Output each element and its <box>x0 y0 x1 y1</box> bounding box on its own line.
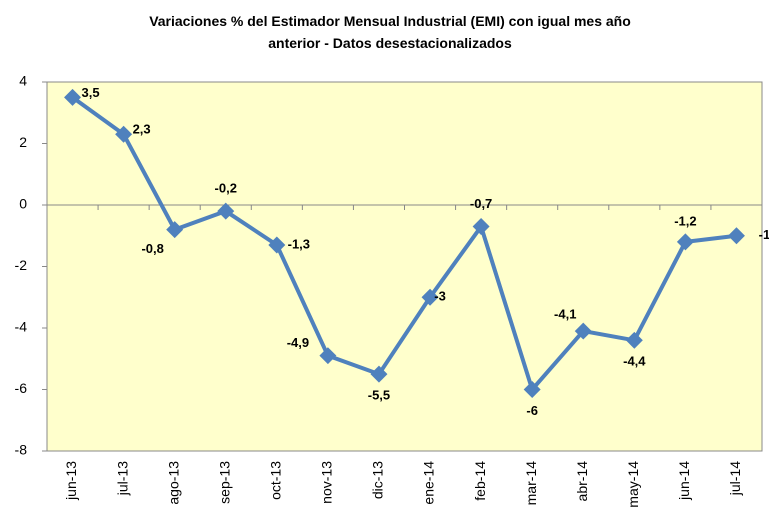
x-tick-label: ene-14 <box>421 461 437 505</box>
x-tick-label: dic-13 <box>370 461 386 499</box>
x-tick-label: jun-14 <box>676 461 692 501</box>
marker <box>64 88 82 106</box>
y-tick-label: 2 <box>19 134 27 150</box>
x-tick-label: jul-13 <box>114 461 130 496</box>
marker <box>472 218 490 236</box>
value-label: 3,5 <box>81 85 99 100</box>
value-label: -5,5 <box>368 388 390 403</box>
y-tick-label: 4 <box>19 73 27 89</box>
marker <box>727 227 745 245</box>
marker <box>574 322 592 340</box>
value-label: -0,2 <box>215 181 237 196</box>
x-tick-label: nov-13 <box>319 461 335 504</box>
marker <box>421 288 439 306</box>
value-label: -4,1 <box>554 307 576 322</box>
y-tick-label: -4 <box>15 319 28 335</box>
marker <box>217 202 235 220</box>
marker <box>268 236 286 254</box>
value-label: -4,4 <box>623 354 646 369</box>
marker <box>115 125 133 143</box>
line <box>71 95 737 394</box>
value-label: -1,3 <box>288 236 310 251</box>
x-tick-label: mar-14 <box>523 461 539 506</box>
x-tick-label: feb-14 <box>472 461 488 501</box>
plot-area <box>46 81 763 452</box>
y-tick-label: -2 <box>15 257 28 273</box>
y-tick-label: -6 <box>15 380 28 396</box>
marker <box>676 233 694 251</box>
value-label: -0,8 <box>141 241 163 256</box>
marker <box>166 221 184 239</box>
x-tick-label: oct-13 <box>268 461 284 500</box>
x-tick-label: ago-13 <box>165 461 181 505</box>
y-tick-label: 0 <box>19 196 27 212</box>
x-tick-label: jun-13 <box>63 461 79 501</box>
marker <box>523 381 541 398</box>
value-label: -1 <box>759 227 769 242</box>
marker <box>370 365 388 383</box>
value-label: -0,7 <box>470 196 492 211</box>
marker <box>625 331 643 349</box>
marker <box>319 347 337 365</box>
x-tick-label: jul-14 <box>727 461 743 496</box>
y-tick-label: -8 <box>15 442 28 458</box>
value-label: -6 <box>526 403 538 418</box>
chart-title: Variaciones % del Estimador Mensual Indu… <box>149 13 631 51</box>
value-label: -4,9 <box>287 335 309 350</box>
x-tick-label: sep-13 <box>216 461 232 504</box>
x-tick-label: may-14 <box>625 461 641 508</box>
value-label: 2,3 <box>133 122 151 137</box>
value-label: -1,2 <box>674 213 696 228</box>
x-tick-label: abr-14 <box>574 461 590 502</box>
value-label: -3 <box>434 289 446 304</box>
